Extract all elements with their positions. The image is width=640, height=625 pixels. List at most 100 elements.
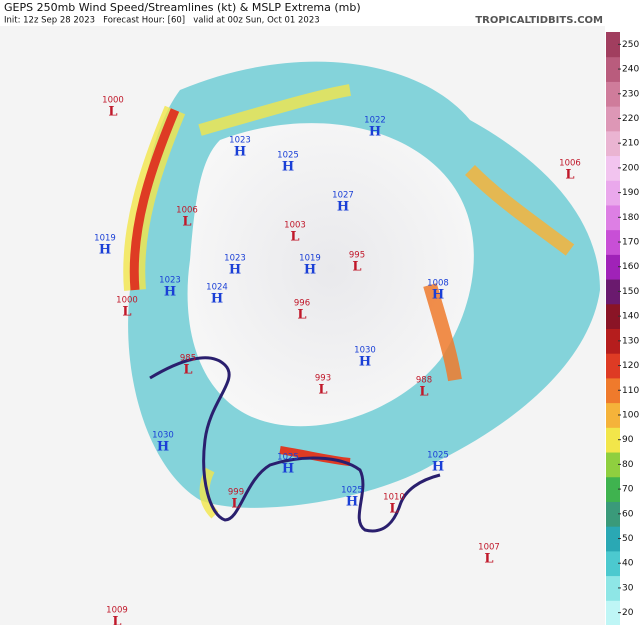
colorbar-label: 220 (622, 114, 639, 124)
polar-interior (187, 123, 474, 427)
pressure-value: 1019 (94, 234, 116, 244)
pressure-letter: H (369, 125, 381, 140)
jet-core (199, 467, 219, 519)
pressure-letter: L (108, 105, 117, 120)
pressure-letter: H (282, 462, 294, 477)
pressure-value: 985 (180, 354, 196, 364)
pressure-value: 1030 (152, 431, 174, 441)
colorbar-label: 150 (622, 287, 639, 297)
pressure-value: 1010 (383, 493, 405, 503)
colorbar-label: 60 (622, 509, 634, 519)
colorbar-swatch (606, 452, 620, 478)
colorbar-swatch (606, 130, 620, 157)
colorbar-label: 140 (622, 312, 639, 322)
colorbar-label: 240 (622, 65, 639, 75)
colorbar-swatch (606, 106, 620, 132)
pressure-value: 1008 (427, 279, 449, 289)
pressure-letter: H (164, 285, 176, 300)
pressure-value: 1025 (341, 486, 363, 496)
pressure-letter: H (304, 263, 316, 278)
site-name: TROPICALTIDBITS.COM (475, 15, 603, 26)
pressure-letter: L (182, 215, 191, 230)
pressure-value: 1023 (224, 254, 246, 264)
colorbar-swatch (606, 427, 620, 453)
colorbar-label: 40 (622, 559, 634, 569)
pressure-value: 1023 (229, 136, 251, 146)
colorbar-swatch (606, 81, 620, 107)
colorbar-label: 210 (622, 139, 639, 149)
pressure-value: 1025 (277, 151, 299, 161)
colorbar-label: 120 (622, 361, 639, 371)
colorbar-swatch (606, 353, 620, 379)
colorbar-swatch (606, 229, 620, 255)
pressure-value: 1024 (206, 283, 228, 293)
colorbar-label: 20 (622, 608, 634, 618)
colorbar-label: 190 (622, 188, 639, 198)
pressure-value: 996 (294, 299, 310, 309)
pressure-value: 1000 (102, 96, 124, 106)
pressure-letter: L (318, 383, 327, 398)
pressure-value: 993 (315, 374, 331, 384)
colorbar-label: 170 (622, 238, 639, 248)
pressure-letter: H (282, 160, 294, 175)
colorbar-label: 70 (622, 485, 634, 495)
pressure-letter: L (122, 305, 131, 320)
pressure-value: 1025 (427, 451, 449, 461)
pressure-value: 1022 (364, 116, 386, 126)
pressure-letter: L (565, 168, 574, 183)
pressure-value: 1030 (354, 346, 376, 356)
colorbar-swatch (606, 254, 620, 280)
header-band (0, 0, 640, 26)
pressure-letter: H (211, 292, 223, 307)
colorbar-label: 250 (622, 40, 639, 50)
colorbar-label: 100 (622, 410, 639, 420)
pressure-value: 1006 (176, 206, 198, 216)
pressure-letter: L (290, 230, 299, 245)
pressure-letter: H (337, 200, 349, 215)
pressure-letter: H (99, 243, 111, 258)
pressure-value: 1023 (159, 276, 181, 286)
jet-core (129, 108, 180, 291)
colorbar-swatch (606, 328, 620, 354)
colorbar-swatch (606, 377, 620, 404)
pressure-value: 995 (349, 251, 365, 261)
colorbar-swatch (606, 303, 620, 329)
pressure-value: 1000 (116, 296, 138, 306)
colorbar-swatch (606, 279, 620, 305)
pressure-value: 1003 (284, 221, 306, 231)
pressure-letter: L (231, 497, 240, 512)
colorbar-swatch (606, 476, 620, 502)
pressure-letter: L (389, 502, 398, 517)
colorbar-swatch (606, 155, 620, 181)
pressure-value: 999 (228, 488, 244, 498)
pressure-letter: H (359, 355, 371, 370)
colorbar-label: 50 (622, 534, 634, 544)
colorbar-swatch (606, 32, 620, 58)
title: GEPS 250mb Wind Speed/Streamlines (kt) &… (4, 1, 361, 14)
colorbar-swatch (606, 204, 620, 231)
trough-axis (149, 356, 441, 533)
pressure-letter: L (484, 552, 493, 567)
colorbar-swatch (606, 600, 620, 625)
colorbar-swatch (606, 402, 620, 428)
pressure-value: 1006 (559, 159, 581, 169)
pressure-letter: H (432, 288, 444, 303)
pressure-value: 988 (416, 376, 432, 386)
pressure-letter: H (432, 460, 444, 475)
pressure-letter: L (297, 308, 306, 323)
colorbar-label: 200 (622, 163, 639, 173)
colorbar-label: 90 (622, 435, 634, 445)
pressure-value: 1027 (332, 191, 354, 201)
colorbar-swatch (606, 550, 620, 577)
pressure-letter: L (112, 615, 121, 625)
colorbar-label: 110 (622, 386, 639, 396)
pressure-letter: L (352, 260, 361, 275)
pressure-value: 1009 (106, 606, 128, 616)
jet-core (198, 84, 351, 136)
pressure-letter: L (183, 363, 192, 378)
colorbar-swatch (606, 501, 620, 527)
colorbar-label: 230 (622, 89, 639, 99)
colorbar-label: 160 (622, 262, 639, 272)
